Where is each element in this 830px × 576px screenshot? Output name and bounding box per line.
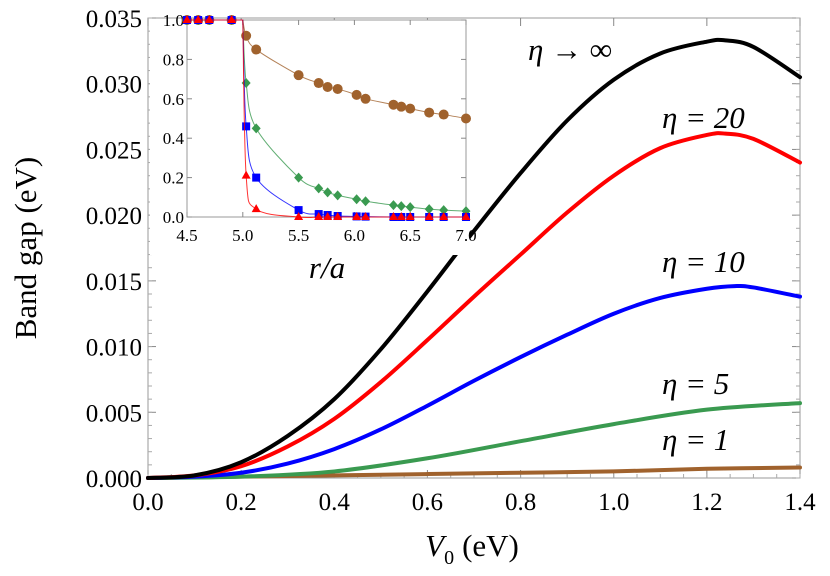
label-eta-1: η = 1: [662, 422, 729, 457]
inset-point: [351, 89, 362, 100]
x-tick-label: 1.0: [598, 489, 629, 516]
inset-point: [332, 83, 343, 94]
inset-point: [405, 212, 415, 220]
inset-point: [242, 122, 251, 131]
inset-point: [352, 194, 362, 205]
series-line: [146, 283, 802, 480]
x-tick-label: 0.4: [319, 489, 351, 516]
inset-point: [294, 206, 303, 215]
y-tick-label: 0.020: [86, 203, 142, 230]
inset-point: [293, 70, 304, 81]
inset-point: [388, 99, 399, 110]
inset-point: [361, 196, 371, 207]
inset-point: [388, 200, 398, 211]
x-tick-label: 6.5: [400, 226, 421, 245]
inset-point: [439, 205, 449, 216]
inset-point: [396, 101, 407, 112]
label-eta-5: η = 5: [662, 366, 729, 401]
inset-point: [322, 81, 333, 92]
inset-point: [388, 212, 398, 220]
y-tick-label: 0.4: [163, 129, 185, 148]
y-tick-label: 0.2: [163, 169, 184, 188]
x-tick-label: 7.0: [455, 226, 476, 245]
inset-point: [252, 173, 261, 182]
inset-point: [204, 15, 214, 23]
inset-point: [405, 103, 416, 114]
inset-point: [438, 109, 449, 120]
inset-point: [333, 190, 343, 201]
y-tick-label: 0.8: [163, 50, 184, 69]
inset-point: [361, 212, 371, 220]
inset-point: [333, 212, 343, 220]
inset-point: [405, 202, 415, 213]
inset-point: [396, 201, 406, 212]
x-tick-label: 5.5: [288, 226, 309, 245]
x-tick-label: 4.5: [176, 226, 197, 245]
inset-point: [424, 204, 434, 215]
inset-point: [352, 212, 362, 220]
label-eta-10: η = 10: [662, 244, 745, 279]
x-tick-label: 0.8: [505, 489, 536, 516]
inset-point: [251, 204, 261, 213]
inset-point: [251, 123, 261, 134]
series-line: [146, 401, 802, 480]
y-tick-label: 0.030: [86, 72, 142, 99]
y-tick-label: 0.6: [163, 90, 184, 109]
plot-frame: [186, 19, 467, 218]
x-tick-label: 6.0: [344, 226, 365, 245]
inset-point: [294, 212, 304, 220]
series-line: [146, 131, 802, 480]
inset-point: [424, 212, 434, 220]
x-tick-label: 0.6: [412, 489, 443, 516]
y-tick-label: 0.015: [86, 269, 142, 296]
series-line: [146, 37, 802, 480]
x-axis-label: V0 (eV): [425, 528, 519, 569]
x-tick-label: 1.4: [784, 489, 816, 516]
x-tick-label: 1.2: [691, 489, 722, 516]
inset-point: [360, 93, 371, 104]
y-axis-label: Band gap (eV): [8, 157, 43, 340]
inset-point: [323, 212, 333, 220]
inset-point: [323, 187, 333, 198]
inset-point: [424, 107, 435, 118]
y-tick-label: 0.0: [163, 208, 184, 227]
inset-point: [314, 212, 324, 220]
inset-point: [294, 172, 304, 183]
y-tick-label: 0.035: [86, 6, 142, 33]
x-tick-label: 0.2: [226, 489, 257, 516]
inset-point: [461, 212, 471, 220]
y-tick-label: 1.0: [163, 11, 184, 30]
y-tick-label: 0.000: [86, 466, 142, 493]
inset-point: [396, 212, 406, 220]
inset-point: [313, 78, 324, 89]
inset-point: [461, 113, 471, 124]
y-tick-label: 0.025: [86, 137, 142, 164]
inset-point: [193, 15, 203, 23]
y-tick-label: 0.005: [86, 400, 142, 427]
y-tick-label: 0.010: [86, 335, 142, 362]
inset-point: [241, 170, 251, 179]
inset-x-axis-label: r/a: [309, 250, 345, 285]
x-tick-label: 5.0: [232, 226, 253, 245]
inset-point: [182, 15, 192, 23]
inset-point: [227, 15, 237, 23]
inset-point: [251, 44, 262, 55]
inset-point: [314, 183, 324, 194]
inset-point: [439, 212, 449, 220]
label-eta-infinity: η → ∞: [528, 32, 612, 67]
x-tick-label: 0.0: [132, 489, 163, 516]
label-eta-20: η = 20: [662, 100, 745, 135]
